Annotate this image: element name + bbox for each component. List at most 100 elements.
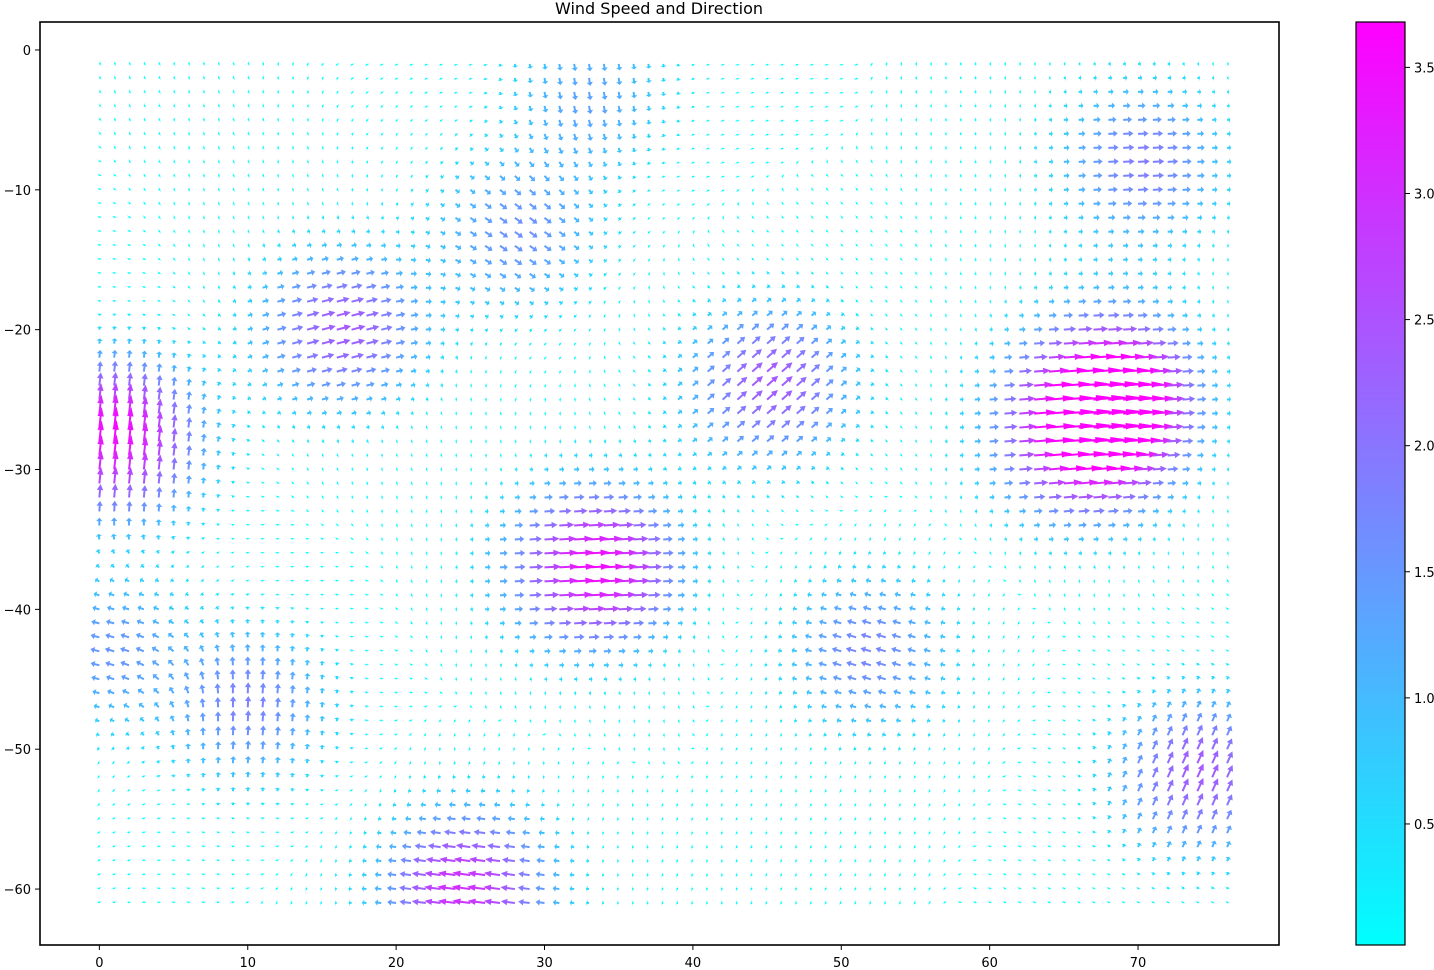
wind-arrow xyxy=(692,550,699,557)
wind-arrow xyxy=(321,324,336,331)
wind-arrow xyxy=(1180,688,1187,694)
wind-arrow xyxy=(1045,705,1053,708)
wind-arrow xyxy=(1078,408,1112,416)
wind-arrow xyxy=(927,899,932,906)
wind-arrow xyxy=(780,815,783,822)
wind-arrow xyxy=(1226,738,1233,750)
wind-arrow xyxy=(1076,802,1083,806)
wind-arrow xyxy=(839,256,845,262)
wind-arrow xyxy=(721,392,732,401)
wind-arrow xyxy=(959,144,962,152)
wind-arrow xyxy=(616,133,623,140)
wind-arrow xyxy=(1016,803,1023,806)
wind-arrow xyxy=(437,870,456,877)
wind-arrow xyxy=(366,269,375,276)
wind-arrow xyxy=(1209,621,1216,624)
wind-arrow xyxy=(677,703,680,711)
wind-arrow xyxy=(277,88,279,95)
wind-arrow xyxy=(751,270,756,276)
wind-arrow xyxy=(883,745,887,752)
wind-arrow xyxy=(646,871,649,879)
wind-arrow xyxy=(260,453,266,457)
wind-arrow xyxy=(214,683,221,694)
wind-arrow xyxy=(152,674,160,681)
wind-arrow xyxy=(1001,760,1007,765)
wind-arrow xyxy=(230,423,237,428)
wind-arrow xyxy=(808,105,815,108)
wind-arrow xyxy=(1019,493,1029,501)
wind-arrow xyxy=(440,522,443,529)
wind-arrow xyxy=(677,395,683,401)
wind-arrow xyxy=(336,395,344,402)
wind-arrow xyxy=(1152,284,1158,291)
wind-arrow xyxy=(1182,172,1192,179)
wind-arrow xyxy=(292,88,294,96)
wind-arrow xyxy=(185,817,192,820)
wind-arrow xyxy=(424,159,429,166)
wind-arrow xyxy=(573,244,580,251)
wind-arrow xyxy=(1210,856,1217,862)
wind-arrow xyxy=(452,705,459,708)
wind-arrow xyxy=(543,230,552,238)
wind-arrow xyxy=(898,801,901,808)
wind-arrow xyxy=(1121,620,1127,625)
wind-arrow xyxy=(455,396,458,403)
wind-arrow xyxy=(574,619,588,627)
wind-arrow xyxy=(401,843,412,850)
wind-arrow xyxy=(425,466,428,473)
wind-arrow xyxy=(869,857,872,864)
wind-arrow xyxy=(1137,228,1145,235)
wind-arrow xyxy=(336,366,348,374)
wind-arrow xyxy=(198,657,205,666)
wind-arrow xyxy=(1224,872,1231,876)
wind-arrow xyxy=(1182,381,1195,389)
wind-arrow xyxy=(868,536,872,543)
wind-arrow xyxy=(1046,817,1053,820)
wind-arrow xyxy=(470,326,474,334)
wind-arrow xyxy=(1004,172,1007,179)
wind-arrow xyxy=(558,244,566,251)
wind-arrow xyxy=(603,661,610,669)
wind-arrow xyxy=(156,398,163,414)
wind-arrow xyxy=(1078,564,1081,571)
wind-arrow xyxy=(603,717,606,725)
wind-arrow xyxy=(171,442,178,456)
wind-arrow xyxy=(1137,339,1155,347)
wind-arrow xyxy=(677,521,685,529)
wind-arrow xyxy=(1048,158,1054,165)
wind-arrow xyxy=(974,214,977,221)
wind-arrow xyxy=(274,726,282,736)
wind-arrow xyxy=(1004,550,1007,557)
wind-arrow xyxy=(158,144,161,151)
wind-arrow xyxy=(410,229,415,236)
wind-arrow xyxy=(848,605,857,612)
wind-arrow xyxy=(202,144,205,151)
wind-arrow xyxy=(277,242,281,249)
wind-arrow xyxy=(795,759,798,767)
wind-arrow xyxy=(884,410,889,416)
wind-arrow xyxy=(453,856,471,864)
wind-arrow xyxy=(1166,825,1173,834)
wind-arrow xyxy=(1211,712,1218,722)
wind-arrow xyxy=(381,214,384,222)
wind-arrow xyxy=(143,130,146,137)
wind-arrow xyxy=(395,578,399,585)
wind-arrow xyxy=(1034,326,1043,333)
wind-arrow xyxy=(737,536,740,543)
wind-arrow xyxy=(826,158,829,165)
wind-arrow xyxy=(1019,437,1037,444)
wind-arrow xyxy=(603,507,618,515)
wind-arrow xyxy=(973,717,976,725)
wind-arrow xyxy=(334,899,337,907)
wind-arrow xyxy=(97,467,104,484)
wind-arrow xyxy=(113,88,117,95)
wind-arrow xyxy=(514,605,524,613)
wind-arrow xyxy=(1001,775,1008,778)
wind-arrow xyxy=(91,674,100,682)
wind-arrow xyxy=(648,577,662,585)
wind-arrow xyxy=(141,350,148,358)
wind-arrow xyxy=(319,674,326,680)
wind-arrow xyxy=(1197,228,1202,235)
wind-arrow xyxy=(765,592,768,599)
wind-arrow xyxy=(1031,817,1038,820)
